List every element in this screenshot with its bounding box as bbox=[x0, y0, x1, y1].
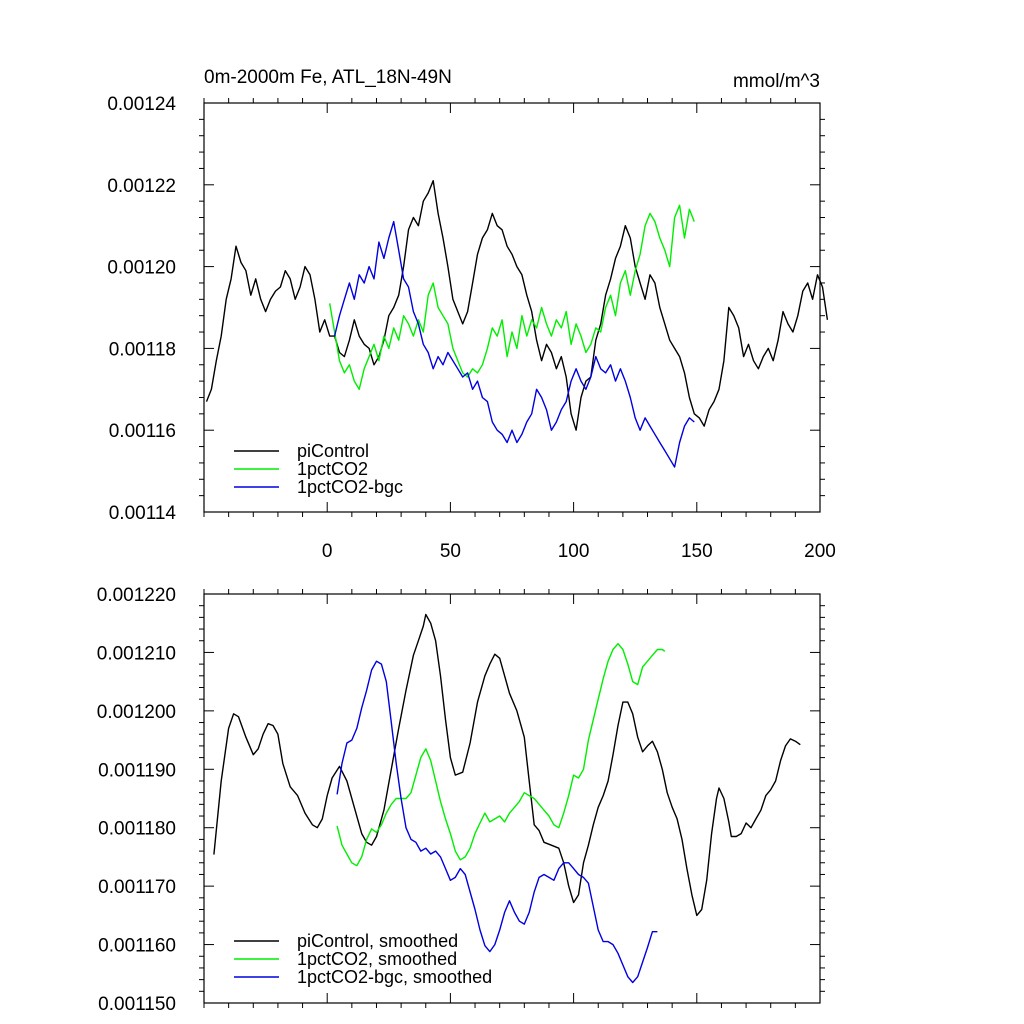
series-line bbox=[336, 643, 666, 867]
legend-label: piControl, smoothed bbox=[297, 931, 458, 951]
legend-label: piControl bbox=[297, 441, 369, 461]
x-tick-label: 50 bbox=[440, 541, 461, 562]
series-line bbox=[336, 660, 658, 984]
series-line bbox=[333, 220, 695, 468]
y-tick-label: 0.001190 bbox=[98, 760, 176, 781]
top-plot-frame bbox=[203, 102, 821, 513]
y-tick-label: 0.001150 bbox=[98, 994, 176, 1015]
series-line bbox=[213, 613, 801, 917]
y-tick-label: 0.001160 bbox=[98, 936, 176, 957]
y-tick-label: 0.001170 bbox=[98, 877, 176, 898]
y-tick-label: 0.001210 bbox=[97, 643, 176, 664]
y-tick-label: 0.00118 bbox=[109, 339, 176, 360]
top-chart-title: 0m-2000m Fe, ATL_18N-49N bbox=[204, 67, 452, 88]
legend-label: 1pctCO2-bgc bbox=[297, 477, 403, 497]
top-x-tick-labels: 0 50 100 150 200 bbox=[322, 541, 836, 562]
top-chart-units: mmol/m^3 bbox=[733, 71, 820, 92]
bottom-panel: 0.001150 0.001160 0.001170 0.001180 0.001190… bbox=[97, 585, 825, 1015]
y-tick-label: 0.00116 bbox=[109, 421, 176, 442]
series-line bbox=[205, 180, 829, 431]
y-tick-label: 0.001220 bbox=[97, 585, 176, 606]
y-tick-label: 0.00124 bbox=[107, 94, 176, 115]
top-tick-marks bbox=[199, 98, 825, 517]
y-tick-label: 0.001180 bbox=[98, 819, 176, 840]
top-y-tick-labels: 0.00114 0.00116 0.00118 0.00120 0.00122 0.001… bbox=[107, 94, 176, 524]
x-tick-label: 150 bbox=[681, 541, 713, 562]
y-tick-label: 0.00120 bbox=[107, 258, 176, 279]
bottom-series-lines bbox=[213, 613, 801, 984]
series-line bbox=[329, 204, 695, 390]
x-tick-label: 100 bbox=[558, 541, 590, 562]
top-panel: 0m-2000m Fe, ATL_18N-49N mmol/m^3 0.0011… bbox=[107, 67, 836, 562]
bottom-tick-marks bbox=[199, 589, 825, 1008]
y-tick-label: 0.00114 bbox=[109, 503, 177, 524]
x-tick-label: 200 bbox=[804, 541, 836, 562]
x-tick-label: 0 bbox=[322, 541, 333, 562]
top-series-lines bbox=[205, 180, 829, 468]
y-tick-label: 0.00122 bbox=[107, 176, 176, 197]
y-tick-label: 0.001200 bbox=[97, 702, 176, 723]
legend-label: 1pctCO2, smoothed bbox=[297, 949, 457, 969]
bottom-plot-frame bbox=[203, 593, 821, 1004]
legend-label: 1pctCO2-bgc, smoothed bbox=[297, 967, 492, 987]
legend-label: 1pctCO2 bbox=[297, 459, 368, 479]
bottom-y-tick-labels: 0.001150 0.001160 0.001170 0.001180 0.001190… bbox=[97, 585, 176, 1015]
